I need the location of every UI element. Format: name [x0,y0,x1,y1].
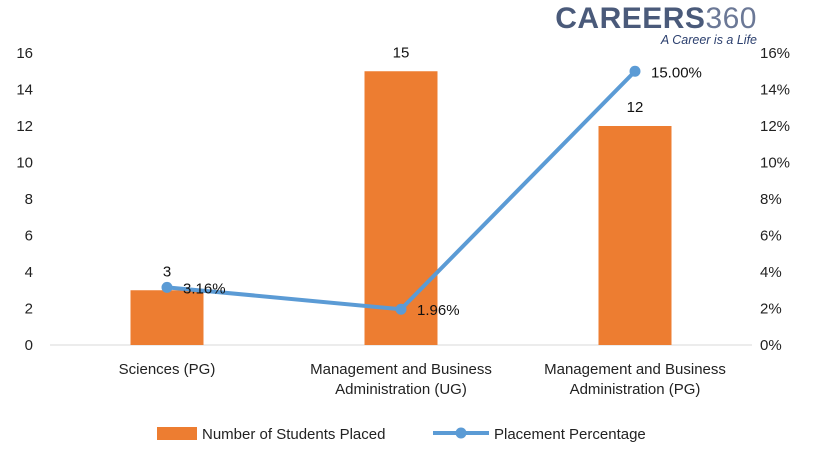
left-axis-tick-label: 14 [16,82,33,99]
left-axis-tick-label: 10 [16,155,33,172]
left-axis-tick-label: 8 [25,191,33,208]
line-value-label: 15.00% [651,64,702,81]
brand-tagline: A Career is a Life [660,33,757,47]
brand-number: 360 [705,2,757,35]
legend-label: Placement Percentage [494,426,646,443]
category-labels: Sciences (PG) Management and Business Admi… [119,361,726,398]
right-axis-tick-label: 8% [760,191,782,208]
left-y-axis: 0 2 4 6 8 10 12 14 16 [16,45,33,354]
legend-swatch-bar [157,427,197,440]
line-point [161,281,173,293]
line-point [629,65,641,77]
left-axis-tick-label: 6 [25,228,33,245]
bar-value-label: 12 [627,99,644,116]
left-axis-tick-label: 2 [25,301,33,318]
left-axis-tick-label: 16 [16,45,33,62]
bar-value-label: 15 [393,44,410,61]
left-axis-tick-label: 0 [25,337,33,354]
right-axis-tick-label: 2% [760,301,782,318]
right-axis-tick-label: 0% [760,337,782,354]
right-axis-tick-label: 10% [760,155,790,172]
line-value-label: 1.96% [417,302,460,319]
brand-name: CAREERS [555,2,706,35]
legend-label: Number of Students Placed [202,426,385,443]
category-label: Management and Business Administration (P… [544,361,726,398]
brand-logo: CAREERS360 [555,2,757,36]
right-axis-tick-label: 6% [760,228,782,245]
legend: Number of Students Placed Placement Perce… [157,426,646,443]
data-labels: 3 15 12 3.16% 1.96% 15.00% [163,44,702,319]
bar-value-label: 3 [163,263,171,280]
right-y-axis: 0% 2% 4% 6% 8% 10% 12% 14% 16% [760,45,790,354]
bar-series [130,71,672,345]
line-point [395,303,407,315]
right-axis-tick-label: 16% [760,45,790,62]
bar [130,290,204,345]
category-label: Sciences (PG) [119,361,216,378]
line-value-label: 3.16% [183,280,226,297]
right-axis-tick-label: 12% [760,118,790,135]
right-axis-tick-label: 14% [760,82,790,99]
right-axis-tick-label: 4% [760,264,782,281]
legend-swatch-marker [455,427,467,439]
left-axis-tick-label: 12 [16,118,33,135]
bar [364,71,438,345]
category-label: Management and Business Administration (U… [310,361,492,398]
line-series [161,65,641,315]
bar [598,126,672,345]
left-axis-tick-label: 4 [25,264,33,281]
